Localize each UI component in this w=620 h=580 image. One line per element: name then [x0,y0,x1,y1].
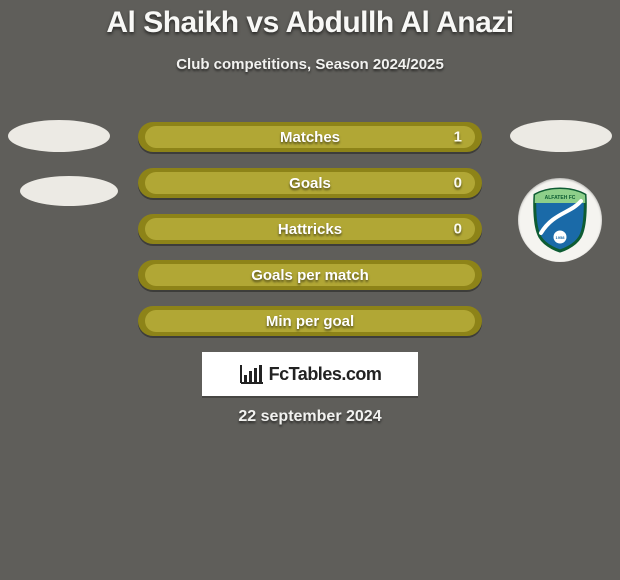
stat-row-matches: Matches 1 [138,122,482,152]
stat-row-min-per-goal: Min per goal [138,306,482,336]
stat-label: Matches [280,129,340,146]
brand-box: FcTables.com [202,352,418,396]
stat-row-goals: Goals 0 [138,168,482,198]
page-title: Al Shaikh vs Abdullh Al Anazi [0,0,620,40]
stat-label: Goals [289,175,331,192]
stats-infographic: Al Shaikh vs Abdullh Al Anazi Club compe… [0,0,620,580]
stat-label: Min per goal [266,313,354,330]
badge-club-label: ALFATEH FC [545,195,576,201]
stat-value: 0 [454,175,462,192]
date-text: 22 september 2024 [0,408,620,426]
stat-value: 1 [454,129,462,146]
stat-value: 0 [454,221,462,238]
stat-row-hattricks: Hattricks 0 [138,214,482,244]
page-subtitle: Club competitions, Season 2024/2025 [0,56,620,73]
club-badge: ALFATEH FC 1958 [518,178,602,262]
club-shield-icon: ALFATEH FC 1958 [531,187,589,253]
bar-chart-icon [239,363,265,385]
player-left-ellipse-2 [20,176,118,206]
stat-row-goals-per-match: Goals per match [138,260,482,290]
badge-year: 1958 [556,235,566,240]
stat-bars: Matches 1 Goals 0 Hattricks 0 Goals per … [138,122,482,352]
player-left-ellipse-1 [8,120,110,152]
stat-label: Goals per match [251,267,369,284]
player-right-ellipse-1 [510,120,612,152]
stat-label: Hattricks [278,221,342,238]
brand-name: FcTables.com [269,364,382,385]
